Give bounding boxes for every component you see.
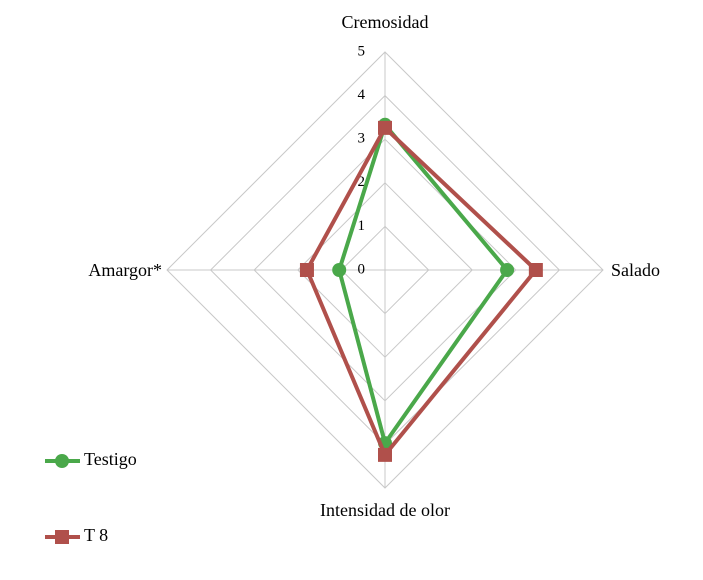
category-label: Salado bbox=[611, 260, 660, 280]
r-tick-label: 2 bbox=[358, 174, 366, 190]
legend-label: T 8 bbox=[84, 525, 108, 545]
r-tick-label: 0 bbox=[358, 261, 366, 277]
legend-label: Testigo bbox=[84, 449, 137, 469]
series-line bbox=[337, 122, 510, 446]
marker bbox=[528, 263, 543, 277]
marker bbox=[378, 447, 392, 462]
marker bbox=[299, 263, 314, 277]
legend-marker bbox=[55, 454, 69, 468]
legend-marker bbox=[55, 530, 69, 544]
r-tick-label: 1 bbox=[358, 218, 366, 234]
marker bbox=[378, 120, 392, 135]
r-tick-label: 4 bbox=[358, 87, 366, 103]
r-tick-label: 5 bbox=[358, 43, 366, 59]
marker bbox=[332, 263, 347, 277]
series-line bbox=[304, 125, 538, 457]
marker bbox=[500, 263, 515, 277]
category-label: Amargor* bbox=[88, 260, 162, 280]
r-tick-label: 3 bbox=[358, 131, 366, 147]
category-label: Intensidad de olor bbox=[320, 500, 450, 520]
category-label: Cremosidad bbox=[341, 12, 429, 32]
